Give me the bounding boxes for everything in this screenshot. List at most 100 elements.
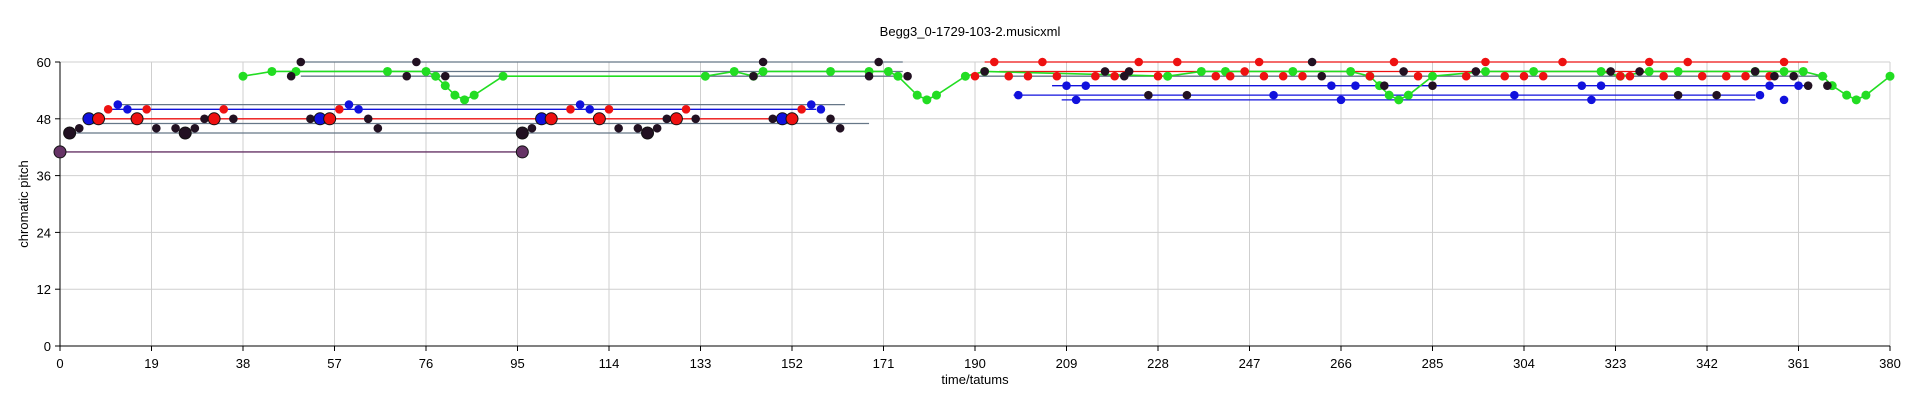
note-point [1269,90,1278,100]
note-point [1153,71,1163,81]
note-point [229,114,238,124]
note-point [1182,90,1192,100]
note-point [1327,81,1336,90]
note-point [566,105,575,114]
note-point [903,71,912,81]
note-point [1254,57,1264,67]
note-point [1712,90,1721,100]
note-point [1794,81,1803,90]
x-tick-label: 19 [144,356,158,371]
x-tick-label: 285 [1422,356,1444,371]
note-point [1172,57,1182,67]
note-point [758,57,768,67]
y-axis-label: chromatic pitch [16,160,31,247]
x-axis-label: time/tatums [941,372,1009,387]
note-point [874,57,883,67]
note-point [1765,81,1774,90]
note-point [864,71,874,81]
melody-point [1163,71,1173,81]
melody-point [267,66,277,76]
melody-point [1529,66,1539,76]
x-tick-label: 190 [964,356,986,371]
note-point [1413,71,1423,81]
melody-point [498,71,508,81]
note-point [1307,57,1317,67]
melody-point [382,66,392,76]
note-point [178,126,192,140]
note-point [1336,95,1346,105]
note-point [1750,67,1760,76]
note-point [1062,81,1071,90]
note-spans [60,61,1828,153]
note-point [641,126,655,140]
x-tick-label: 114 [599,356,620,371]
note-point [1789,71,1798,81]
melody-point [1842,90,1852,100]
melody-point [922,95,932,105]
note-point [1259,71,1269,81]
note-point [1577,81,1587,90]
x-tick-label: 209 [1056,356,1078,371]
note-point [207,112,221,126]
note-point [1038,57,1047,67]
note-point [200,114,209,124]
note-point [1004,71,1014,81]
x-tick-label: 0 [56,356,63,371]
melody-point [460,95,470,105]
note-point [1052,71,1062,81]
note-point [989,57,999,67]
melody-point [421,66,431,76]
note-point [440,71,450,81]
x-tick-label: 152 [781,356,803,371]
melody-point [1596,66,1606,76]
y-tick-label: 48 [37,112,51,127]
note-point [363,114,373,124]
note-point [1644,57,1654,67]
note-point [515,126,529,140]
note-point [662,114,672,124]
note-point [544,112,558,126]
note-point [681,105,691,114]
note-point [1278,71,1288,81]
melody-point [1288,66,1298,76]
note-point [402,71,412,81]
melody-point [931,90,941,100]
x-tick-label: 95 [510,356,524,371]
x-tick-label: 38 [236,356,250,371]
note-point [652,123,662,133]
note-point [344,100,354,109]
note-point [797,105,806,114]
note-point [1225,71,1235,81]
melody-point [758,66,768,76]
note-point [286,71,296,81]
note-point [1211,71,1221,81]
chart-title: Begg3_0-1729-103-2.musicxml [880,24,1061,39]
note-point [1683,57,1693,67]
note-point [1014,90,1023,100]
note-point [1625,71,1635,81]
note-point [1100,67,1110,76]
note-point [1755,90,1765,100]
x-tick-label: 247 [1239,356,1261,371]
note-point [585,105,595,114]
melody-point [1480,66,1490,76]
note-point [1317,71,1327,81]
note-point [1587,95,1596,105]
melody-point [1885,71,1895,81]
x-tick-label: 228 [1147,356,1169,371]
note-point [1500,71,1510,81]
note-point [980,67,989,76]
x-tick-label: 133 [690,356,712,371]
note-point [1721,71,1731,81]
melody-point [1196,66,1206,76]
x-tick-label: 342 [1696,356,1718,371]
note-point [296,57,306,67]
note-points [53,57,1832,159]
melody-point [238,71,248,81]
x-tick-label: 57 [327,356,341,371]
note-point [1428,81,1437,90]
melody-point [1779,66,1789,76]
note-point [1071,95,1081,105]
note-point [306,114,315,124]
